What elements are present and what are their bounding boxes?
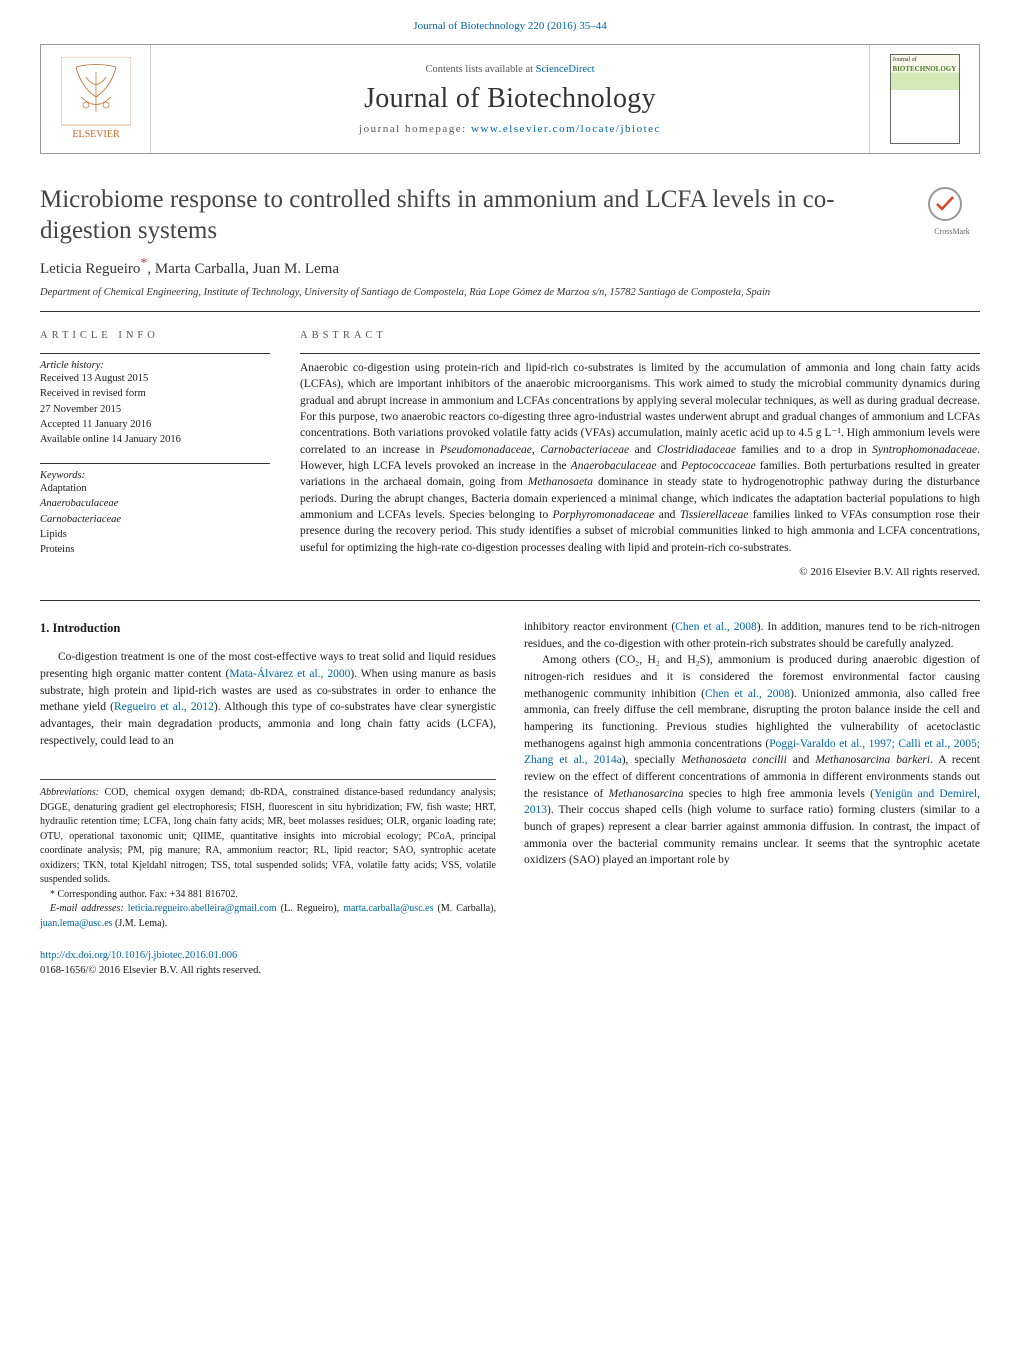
body-two-col: 1. Introduction Co-digestion treatment i… <box>40 619 980 931</box>
sciencedirect-link[interactable]: ScienceDirect <box>536 64 595 75</box>
history-block: Article history: Received 13 August 2015… <box>40 353 270 447</box>
abs-i4: Syntrophomonadaceae <box>872 444 977 456</box>
issn-copyright: 0168-1656/© 2016 Elsevier B.V. All right… <box>40 964 980 979</box>
contents-prefix: Contents lists available at <box>425 64 535 75</box>
history-1: Received in revised form <box>40 386 270 401</box>
abbreviations-line: Abbreviations: COD, chemical oxygen dema… <box>40 786 496 888</box>
email-1-who: (M. Carballa), <box>433 903 496 914</box>
header-citation: Journal of Biotechnology 220 (2016) 35–4… <box>40 20 980 32</box>
title-row: Microbiome response to controlled shifts… <box>40 184 980 247</box>
journal-name: Journal of Biotechnology <box>364 83 656 115</box>
cite-chen2[interactable]: Chen et al., 2008 <box>705 688 790 700</box>
abs-i2: Carnobacteriaceae <box>540 444 629 456</box>
homepage-prefix: journal homepage: <box>359 123 471 135</box>
p2i3: Methanosarcina <box>609 788 684 800</box>
cite-chen1[interactable]: Chen et al., 2008 <box>675 621 757 633</box>
journal-cover-box: Journal of BIOTECHNOLOGY <box>869 45 979 153</box>
masthead-center: Contents lists available at ScienceDirec… <box>151 45 869 153</box>
history-4: Available online 14 January 2016 <box>40 432 270 447</box>
keywords-head: Keywords: <box>40 470 85 481</box>
intro-para-1: Co-digestion treatment is one of the mos… <box>40 649 496 749</box>
email-0[interactable]: leticia.regueiro.abelleira@gmail.com <box>128 903 277 914</box>
svg-text:ELSEVIER: ELSEVIER <box>72 129 120 140</box>
abs-i6: Peptococcaceae <box>681 460 756 472</box>
abs-i7: Methanosaeta <box>528 476 593 488</box>
footer-block: http://dx.doi.org/10.1016/j.jbiotec.2016… <box>40 949 980 978</box>
abs-t6: and <box>656 460 681 472</box>
keyword-1: Anaerobaculaceae <box>40 498 118 509</box>
p2d: and <box>787 754 816 766</box>
email-0-who: (L. Regueiro), <box>277 903 344 914</box>
email-head: E-mail addresses: <box>50 903 124 914</box>
article-info-col: article info Article history: Received 1… <box>40 330 270 586</box>
svg-text:CrossMark: CrossMark <box>934 227 970 236</box>
abs-t9: and <box>654 509 679 521</box>
email-2[interactable]: juan.lema@usc.es <box>40 918 113 929</box>
history-2: 27 November 2015 <box>40 402 270 417</box>
intro-heading: 1. Introduction <box>40 619 496 637</box>
history-0: Received 13 August 2015 <box>40 371 270 386</box>
p2i1: Methanosaeta concilii <box>681 754 787 766</box>
abs-i5: Anaerobaculaceae <box>571 460 657 472</box>
homepage-link[interactable]: www.elsevier.com/locate/jbiotec <box>471 123 661 135</box>
intro-para-1-cont: inhibitory reactor environment (Chen et … <box>524 619 980 652</box>
intro-para-2: Among others (CO₂, H₂ and H₂S), ammonium… <box>524 652 980 869</box>
affiliation: Department of Chemical Engineering, Inst… <box>40 286 980 300</box>
abstract-copyright: © 2016 Elsevier B.V. All rights reserved… <box>300 566 980 586</box>
history-3: Accepted 11 January 2016 <box>40 417 270 432</box>
crossmark-icon[interactable]: CrossMark <box>925 184 980 239</box>
abbr-head: Abbreviations: <box>40 787 99 798</box>
p2g: ). Their coccus shaped cells (high volum… <box>524 804 980 866</box>
authors-line: Leticia Regueiro*, Marta Carballa, Juan … <box>40 261 980 278</box>
history-head: Article history: <box>40 360 104 371</box>
elsevier-logo-icon: ELSEVIER <box>61 57 131 142</box>
corresponding-line: * Corresponding author. Fax: +34 881 816… <box>40 888 496 903</box>
abs-t4: families and to a drop in <box>736 444 872 456</box>
abstract-head: abstract <box>300 330 980 341</box>
publisher-logo-box: ELSEVIER <box>41 45 151 153</box>
author-1: Leticia Regueiro <box>40 261 140 277</box>
abs-i3: Clostridiadaceae <box>657 444 736 456</box>
cover-label-small: Journal of <box>893 57 917 63</box>
meta-abstract-row: article info Article history: Received 1… <box>40 311 980 586</box>
email-1[interactable]: marta.carballa@usc.es <box>343 903 433 914</box>
abstract-text: Anaerobic co-digestion using protein-ric… <box>300 353 980 556</box>
p2c: ), specially <box>622 754 682 766</box>
article-title: Microbiome response to controlled shifts… <box>40 184 909 247</box>
email-2-who: (J.M. Lema). <box>113 918 168 929</box>
p2i2: Methanosarcina barkeri <box>815 754 930 766</box>
homepage-line: journal homepage: www.elsevier.com/locat… <box>359 123 661 135</box>
keyword-0: Adaptation <box>40 481 270 496</box>
journal-cover-thumb: Journal of BIOTECHNOLOGY <box>890 54 960 144</box>
keyword-2: Carnobacteriaceae <box>40 514 121 525</box>
keywords-block: Keywords: Adaptation Anaerobaculaceae Ca… <box>40 463 270 557</box>
authors-rest: , Marta Carballa, Juan M. Lema <box>147 261 339 277</box>
cite-regueiro[interactable]: Regueiro et al., 2012 <box>114 701 214 713</box>
keyword-3: Lipids <box>40 527 270 542</box>
p2f: species to high free ammonia levels ( <box>684 788 874 800</box>
cover-label-biotech: BIOTECHNOLOGY <box>893 65 957 73</box>
contents-available-line: Contents lists available at ScienceDirec… <box>425 64 594 75</box>
footnotes-block: Abbreviations: COD, chemical oxygen dema… <box>40 779 496 931</box>
abs-t3: and <box>629 444 657 456</box>
body-rule <box>40 600 980 601</box>
keyword-4: Proteins <box>40 542 270 557</box>
cite-mata[interactable]: Mata-Álvarez et al., 2000 <box>229 668 350 680</box>
abs-t1: Anaerobic co-digestion using protein-ric… <box>300 362 980 456</box>
abstract-col: abstract Anaerobic co-digestion using pr… <box>300 330 980 586</box>
p1d: inhibitory reactor environment ( <box>524 621 675 633</box>
abs-i9: Tissierellaceae <box>680 509 749 521</box>
emails-line: E-mail addresses: leticia.regueiro.abell… <box>40 902 496 931</box>
abbr-text: COD, chemical oxygen demand; db-RDA, con… <box>40 787 496 885</box>
doi-link[interactable]: http://dx.doi.org/10.1016/j.jbiotec.2016… <box>40 950 237 961</box>
abs-i8: Porphyromonadaceae <box>553 509 655 521</box>
abs-i1: Pseudomonadaceae <box>440 444 532 456</box>
article-info-head: article info <box>40 330 270 341</box>
masthead: ELSEVIER Contents lists available at Sci… <box>40 44 980 154</box>
